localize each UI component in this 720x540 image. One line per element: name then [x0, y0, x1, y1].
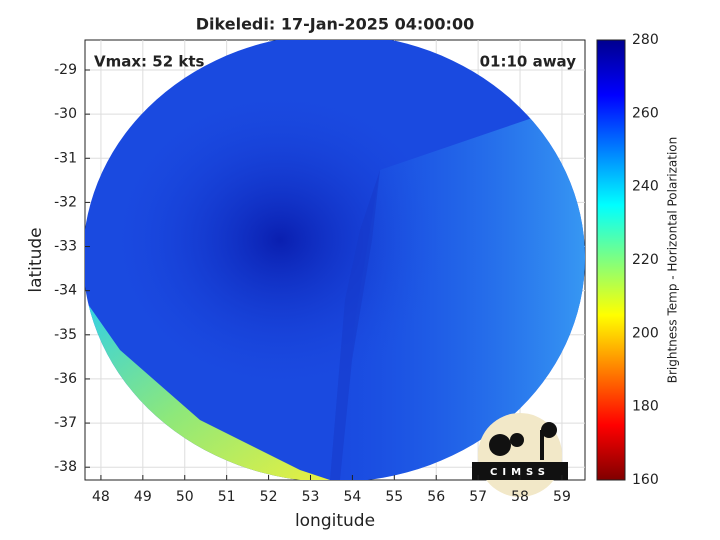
x-tick-label: 54 — [343, 489, 361, 505]
y-tick-label: -33 — [54, 239, 77, 255]
y-tick-label: -30 — [54, 106, 77, 122]
y-tick-label: -32 — [54, 194, 77, 210]
x-tick-label: 52 — [260, 489, 278, 505]
y-axis-label: latitude — [26, 227, 46, 292]
annotation: Vmax: 52 kts — [94, 53, 204, 71]
x-tick-label: 50 — [176, 489, 194, 505]
y-tick-label: -37 — [54, 415, 77, 431]
x-tick-label: 58 — [511, 489, 529, 505]
y-tick-label: -36 — [54, 371, 77, 387]
x-tick-label: 56 — [427, 489, 445, 505]
logo-text: CIMSS — [490, 467, 550, 478]
y-tick-label: -31 — [54, 150, 77, 166]
x-tick-label: 55 — [385, 489, 403, 505]
x-tick-label: 53 — [302, 489, 320, 505]
colorbar-tick-label: 160 — [632, 472, 659, 488]
x-tick-label: 51 — [218, 489, 236, 505]
colorbar-tick-label: 240 — [632, 179, 659, 195]
x-tick-label: 57 — [469, 489, 487, 505]
y-tick-label: -35 — [54, 327, 77, 343]
x-tick-label: 48 — [92, 489, 110, 505]
x-axis-label: longitude — [295, 511, 375, 531]
x-tick-label: 49 — [134, 489, 152, 505]
cimss-logo: CIMSS — [472, 413, 568, 497]
colorbar-tick-label: 220 — [632, 252, 659, 268]
colorbar — [596, 39, 626, 481]
annotation: 01:10 away — [480, 53, 577, 71]
y-tick-label: -38 — [54, 459, 77, 475]
chart-title: Dikeledi: 17-Jan-2025 04:00:00 — [196, 15, 474, 34]
colorbar-tick-label: 260 — [632, 105, 659, 121]
y-tick-label: -29 — [54, 62, 77, 78]
x-tick-label: 59 — [553, 489, 571, 505]
satellite-image — [85, 40, 585, 480]
colorbar-tick-label: 200 — [632, 325, 659, 341]
y-tick-label: -34 — [54, 283, 77, 299]
colorbar-tick-label: 280 — [632, 32, 659, 48]
colorbar-tick-label: 180 — [632, 399, 659, 415]
colorbar-label: Brightness Temp - Horizontal Polarizatio… — [666, 137, 680, 384]
